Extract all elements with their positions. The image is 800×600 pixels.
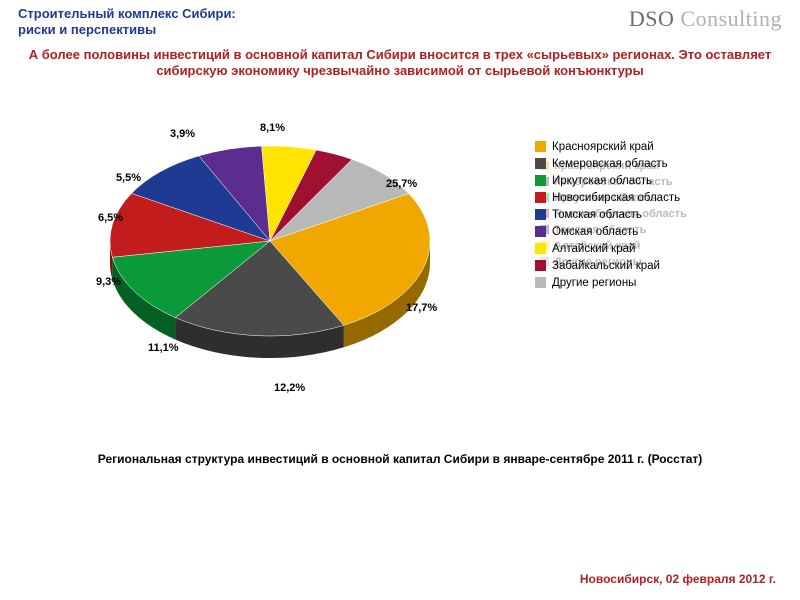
legend-item: Алтайский край: [535, 243, 770, 255]
legend-label: Забайкальский край: [552, 260, 660, 272]
footer: Новосибирск, 02 февраля 2012 г.: [580, 572, 776, 586]
legend-swatch: [535, 175, 546, 186]
legend-swatch: [535, 243, 546, 254]
legend-label: Красноярский край: [552, 141, 654, 153]
legend-item: Кемеровская область: [535, 158, 770, 170]
slice-label: 6,5%: [98, 212, 123, 224]
chart-caption: Региональная структура инвестиций в осно…: [0, 446, 800, 472]
slice-label: 9,3%: [96, 276, 121, 288]
chart-area: Красноярский край Кемеровская область Ирку…: [0, 86, 800, 446]
pie-chart: 25,7%17,7%12,2%11,1%9,3%6,5%5,5%3,9%8,1%: [100, 126, 440, 386]
legend-item: Забайкальский край: [535, 260, 770, 272]
legend-label: Алтайский край: [552, 243, 635, 255]
logo-dso: DSO: [629, 6, 675, 31]
legend-swatch: [535, 209, 546, 220]
legend-label: Другие регионы: [552, 277, 636, 289]
legend-label: Иркутская область: [552, 175, 652, 187]
header-title: Строительный комплекс Сибири: риски и пе…: [18, 6, 236, 37]
legend: Красноярский край Кемеровская область Ирку…: [535, 136, 770, 294]
legend-item: Иркутская область: [535, 175, 770, 187]
legend-swatch: [535, 158, 546, 169]
slice-label: 12,2%: [274, 382, 305, 394]
legend-label: Кемеровская область: [552, 158, 668, 170]
legend-label: Томская область: [552, 209, 642, 221]
slice-label: 3,9%: [170, 128, 195, 140]
header: Строительный комплекс Сибири: риски и пе…: [0, 0, 800, 37]
legend-item: Омская область: [535, 226, 770, 238]
legend-swatch: [535, 226, 546, 237]
logo-cons: Consulting: [674, 6, 782, 31]
legend-swatch: [535, 277, 546, 288]
legend-swatch: [535, 260, 546, 271]
slice-label: 17,7%: [406, 302, 437, 314]
legend-item: Красноярский край: [535, 141, 770, 153]
slide: Строительный комплекс Сибири: риски и пе…: [0, 0, 800, 600]
subtitle: А более половины инвестиций в основной к…: [0, 37, 800, 86]
legend-swatch: [535, 141, 546, 152]
legend-item: Томская область: [535, 209, 770, 221]
legend-item: Другие регионы: [535, 277, 770, 289]
legend-label: Новосибирская область: [552, 192, 680, 204]
slice-label: 8,1%: [260, 122, 285, 134]
slice-label: 25,7%: [386, 178, 417, 190]
slice-label: 11,1%: [148, 342, 179, 354]
logo: DSO Consulting: [629, 6, 782, 32]
slice-label: 5,5%: [116, 172, 141, 184]
legend-swatch: [535, 192, 546, 203]
legend-item: Новосибирская область: [535, 192, 770, 204]
legend-label: Омская область: [552, 226, 638, 238]
